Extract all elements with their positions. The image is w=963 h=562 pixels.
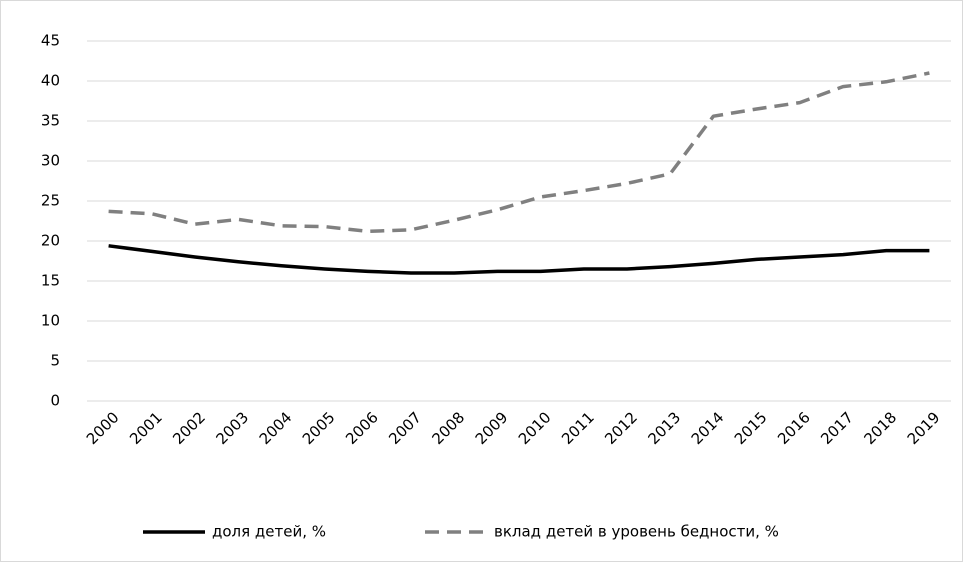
legend-label: доля детей, % — [212, 523, 326, 541]
legend-label: вклад детей в уровень бедности, % — [494, 523, 779, 541]
y-tick-label: 10 — [41, 312, 60, 330]
y-tick-label: 30 — [41, 152, 60, 170]
y-tick-label: 35 — [41, 112, 60, 130]
series-line — [108, 71, 930, 234]
y-tick-label: 25 — [41, 192, 60, 210]
y-tick-label: 15 — [41, 272, 60, 290]
y-tick-label: 45 — [41, 32, 60, 50]
series-line — [108, 244, 930, 275]
y-tick-label: 0 — [50, 392, 60, 410]
y-tick-label: 5 — [50, 352, 60, 370]
y-tick-label: 40 — [41, 72, 60, 90]
y-tick-label: 20 — [41, 232, 60, 250]
